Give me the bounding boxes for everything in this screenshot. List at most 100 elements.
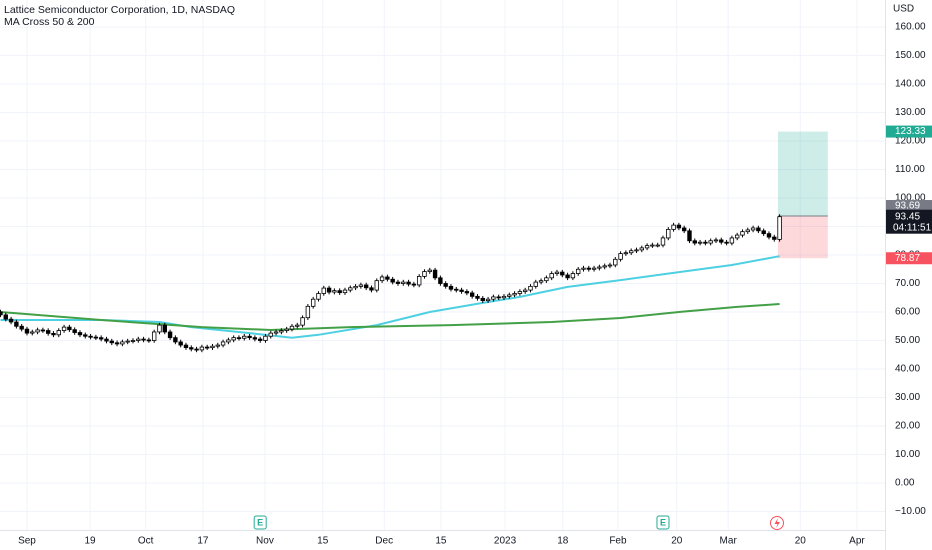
countdown: 04:11:51: [893, 222, 932, 233]
candle-body: [88, 335, 93, 338]
grid: [0, 0, 885, 530]
currency: USD: [893, 4, 914, 15]
event-label: E: [257, 517, 263, 527]
candle-body: [257, 338, 263, 341]
candle-body: [761, 230, 766, 235]
candle-body: [56, 330, 61, 336]
candle-body: [183, 344, 189, 349]
chart-title: Lattice Semiconductor Corporation, 1D, N…: [4, 4, 235, 16]
candle-body: [560, 271, 565, 276]
x-tick-label: 19: [84, 536, 96, 547]
candle-body: [666, 228, 671, 239]
candle-body: [178, 341, 183, 346]
candle-body: [141, 338, 146, 341]
candle-body: [61, 326, 67, 331]
candle-body: [146, 339, 152, 342]
candle-body: [401, 281, 406, 284]
candle-body: [300, 317, 305, 326]
candle-body: [406, 281, 411, 285]
candle-body: [570, 273, 576, 279]
candle-body: [491, 296, 496, 300]
candle-body: [766, 233, 772, 238]
candle-body: [363, 284, 369, 289]
candle-body: [729, 237, 735, 244]
candle-body: [644, 245, 650, 249]
candle-body: [162, 324, 167, 333]
y-tick-label: 40.00: [895, 364, 920, 375]
candle-body: [772, 236, 777, 240]
candle-body: [67, 326, 72, 331]
candle-body: [337, 290, 342, 294]
candle-body: [512, 293, 517, 296]
candle-body: [533, 281, 538, 287]
y-tick-label: 0.00: [895, 478, 915, 489]
candle-body: [586, 267, 591, 270]
candle-body: [109, 340, 114, 344]
entry-price-box: [886, 200, 932, 213]
candle-body: [114, 342, 120, 345]
candle-body: [231, 337, 236, 341]
candle-body: [544, 277, 549, 282]
candle-body: [24, 328, 30, 334]
stop-price-box: [886, 252, 932, 265]
y-tick-label: 160.00: [895, 22, 926, 33]
candle-body: [3, 314, 8, 320]
candle-body: [628, 250, 634, 254]
y-tick-label: 30.00: [895, 392, 920, 403]
candle-body: [692, 240, 697, 244]
candle-body: [8, 318, 14, 323]
y-tick-label: 70.00: [895, 278, 920, 289]
candle-body: [77, 332, 83, 336]
axes: −10.00 0.00 10.00 20.00 30.00 40.00 50.00 60.00…: [18, 22, 926, 547]
candle-body: [45, 330, 51, 334]
split-icon[interactable]: [770, 516, 784, 530]
candle-body: [549, 273, 554, 279]
candle-body: [681, 227, 687, 232]
x-tick-label: Nov: [256, 536, 274, 547]
last-price-label: 93.45: [895, 211, 920, 222]
candle-body: [581, 267, 586, 270]
candle-body: [252, 337, 258, 340]
candle-body: [353, 285, 358, 289]
candle-body: [120, 341, 125, 345]
candle-body: [348, 287, 353, 291]
candle-body: [247, 335, 252, 339]
candle-body: [93, 336, 99, 339]
y-tick-label: 60.00: [895, 307, 920, 318]
candle-body: [98, 337, 104, 340]
candle-body: [438, 277, 443, 284]
candle-body: [719, 239, 724, 243]
candle-body: [385, 276, 390, 280]
candle-body: [501, 295, 507, 299]
candle-body: [676, 224, 682, 229]
y-tick-label: 110.00: [895, 164, 925, 175]
candle-body: [591, 267, 597, 270]
x-tick-label: Sep: [18, 536, 36, 547]
candle-body: [263, 335, 268, 341]
candle-body: [204, 346, 210, 349]
candle-body: [777, 216, 782, 240]
candle-body: [443, 283, 448, 287]
entry-price-label: 93.69: [895, 201, 920, 212]
candle-body: [0, 311, 3, 316]
candle-body: [522, 289, 528, 292]
candle-body: [83, 334, 88, 337]
candle-body: [411, 283, 417, 286]
candle-body: [210, 345, 215, 349]
candle-body: [427, 269, 432, 272]
indicator-name: MA Cross 50 & 200: [4, 16, 95, 28]
candle-body: [655, 244, 660, 247]
y-tick-label: 120.00: [895, 136, 926, 147]
candle-body: [607, 264, 613, 267]
candle-body: [295, 324, 300, 327]
candle-body: [687, 230, 692, 242]
candle-body: [358, 284, 364, 287]
y-tick-label: 50.00: [895, 335, 920, 346]
candle-body: [496, 296, 501, 299]
candle-body: [316, 293, 321, 300]
candle-body: [454, 288, 459, 291]
candle-body: [740, 231, 745, 236]
candle-body: [226, 339, 231, 343]
